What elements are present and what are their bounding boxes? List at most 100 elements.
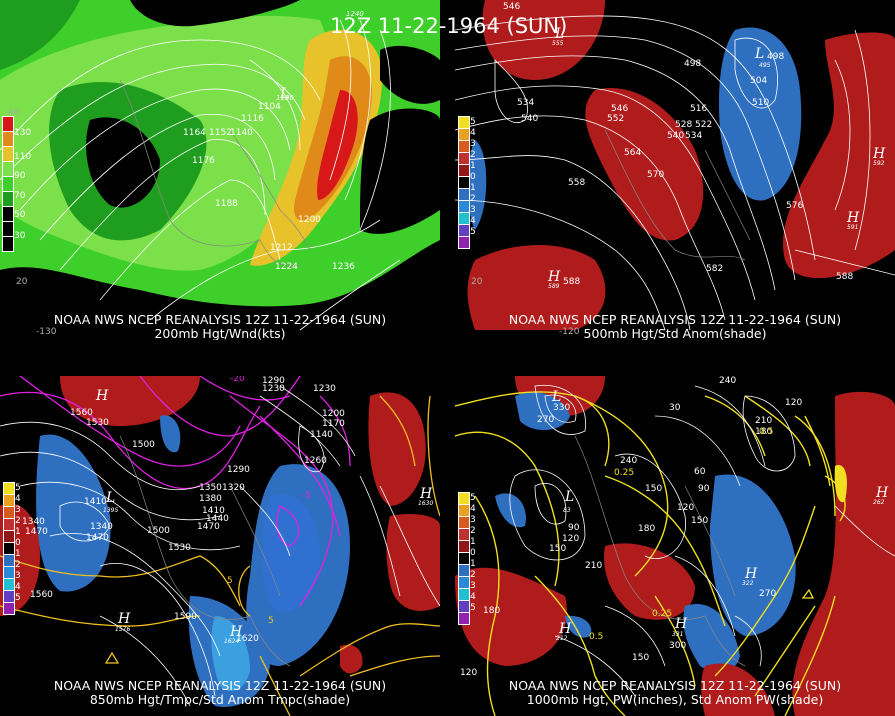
- height-label: 1176: [192, 156, 215, 166]
- caption-line2: 500mb Hgt/Std Anom(shade): [583, 326, 767, 341]
- height-label: 1140: [310, 430, 333, 440]
- high-center-850: H: [95, 388, 109, 404]
- height-label: 1410: [84, 497, 107, 507]
- height-label: 1560: [30, 590, 53, 600]
- center-value: 322: [742, 580, 754, 587]
- height-label: 150: [645, 484, 663, 494]
- height-label: 540: [521, 114, 539, 124]
- tick-label: 40: [8, 108, 20, 118]
- height-label: 504: [750, 76, 768, 86]
- center-value: 331: [672, 631, 684, 638]
- height-label: 558: [568, 178, 586, 188]
- height-label: 528: [675, 120, 693, 130]
- high-center-1000: H: [875, 485, 889, 501]
- caption-line2: 1000mb Hgt, PW(inches), Std Anom PW(shad…: [526, 692, 824, 707]
- height-label: 498: [684, 59, 702, 69]
- caption-1000: NOAA NWS NCEP REANALYSIS 12Z 11-22-1964 …: [455, 679, 895, 707]
- legend-label: 4: [15, 494, 21, 504]
- height-label: 1212: [270, 243, 293, 253]
- height-label: 60: [694, 467, 706, 477]
- page-title: 12Z 11-22-1964 (SUN): [330, 14, 568, 38]
- height-contours-500: [455, 15, 895, 331]
- low-center-200: L: [279, 86, 289, 102]
- height-label: 534: [685, 131, 703, 141]
- high-center-500: H: [872, 146, 886, 162]
- temp-contours-850: [0, 376, 351, 607]
- legend-label: 1: [470, 559, 476, 569]
- height-label: 90: [698, 484, 710, 494]
- pw-label: 0.25: [614, 468, 635, 478]
- map-1000mb: L L H H H H: [455, 376, 895, 716]
- legend-label: 130: [14, 128, 32, 138]
- height-label: 1170: [322, 419, 345, 429]
- height-label: 270: [759, 589, 777, 599]
- panel-500mb: L H H H L 546 534 540 546 552 564 570 55…: [455, 0, 895, 340]
- caption-line1: NOAA NWS NCEP REANALYSIS 12Z 11-22-1964 …: [508, 312, 842, 327]
- height-label: 582: [706, 264, 724, 274]
- height-label: 1200: [322, 409, 345, 419]
- pw-label: 0.5: [589, 632, 604, 642]
- temp-label: 5: [268, 616, 274, 626]
- caption-line1: NOAA NWS NCEP REANALYSIS 12Z 11-22-1964 …: [53, 312, 387, 327]
- legend-label: 5: [470, 603, 476, 613]
- triangle-marker: [104, 651, 120, 664]
- legend-label: 110: [14, 152, 32, 162]
- height-label: 210: [585, 561, 603, 571]
- height-label: 1164: [183, 128, 206, 138]
- legend-label: 5: [470, 227, 476, 237]
- low-center-500: L: [554, 26, 564, 42]
- center-value: 1100: [276, 94, 294, 102]
- legend-850: [3, 482, 15, 615]
- legend-label: 5: [15, 483, 21, 493]
- height-label: 576: [786, 201, 804, 211]
- height-contours-200: [0, 19, 401, 331]
- height-label: 120: [785, 398, 803, 408]
- center-value: 589: [548, 283, 560, 290]
- height-label: 240: [620, 456, 638, 466]
- height-label: 180: [638, 524, 656, 534]
- high-center-850: H: [419, 486, 433, 502]
- panel-1000mb: L L H H H H 330 270 240 30 60 90 120 150…: [455, 376, 895, 716]
- center-value: 591: [847, 224, 859, 231]
- height-label: 1188: [215, 199, 238, 209]
- height-label: 300: [669, 641, 687, 651]
- high-center-1000: H: [558, 621, 572, 637]
- height-label: 522: [695, 120, 713, 130]
- legend-label: 2: [15, 560, 21, 570]
- temp-label: 5: [227, 576, 233, 586]
- legend-label: 1: [470, 161, 476, 171]
- legend-label: 0: [470, 548, 476, 558]
- caption-500: NOAA NWS NCEP REANALYSIS 12Z 11-22-1964 …: [455, 312, 895, 341]
- panel-850mb: H L H H H 1560 1530 1500 1410 1340 1470 …: [0, 376, 440, 716]
- low-center-1000: L: [564, 489, 574, 505]
- height-label: 90: [568, 523, 580, 533]
- height-label: 1530: [86, 418, 109, 428]
- center-value: 83: [563, 507, 571, 514]
- low-center-850: L: [105, 490, 115, 506]
- legend-label: 3: [470, 515, 476, 525]
- legend-label: 1: [470, 537, 476, 547]
- low-center-1000: L: [551, 389, 561, 405]
- caption-line2: 850mb Hgt/Tmpc/Std Anom Tmpc(shade): [89, 692, 351, 707]
- zero-isotherm-850: [0, 395, 440, 716]
- height-label: 588: [836, 272, 854, 282]
- height-label: 180: [755, 427, 773, 437]
- height-label: 588: [563, 277, 581, 287]
- low-center-500: L: [754, 46, 764, 62]
- height-label: 1152: [209, 128, 232, 138]
- center-value: 1624: [224, 638, 240, 645]
- legend-label: 2: [470, 194, 476, 204]
- high-center-1000: H: [744, 566, 758, 582]
- legend-500: [458, 116, 470, 249]
- caption-200: NOAA NWS NCEP REANALYSIS 12Z 11-22-1964 …: [0, 312, 440, 341]
- center-value: 1576: [115, 626, 131, 633]
- height-label: 1104: [258, 102, 281, 112]
- height-label: 150: [632, 653, 650, 663]
- height-label: 180: [483, 606, 501, 616]
- pw-label: 0.25: [652, 609, 673, 619]
- height-label: 498: [767, 52, 785, 62]
- height-contours-850: [0, 385, 440, 707]
- height-label: 120: [677, 503, 695, 513]
- height-label: 1224: [275, 262, 298, 272]
- high-center-500: H: [846, 210, 860, 226]
